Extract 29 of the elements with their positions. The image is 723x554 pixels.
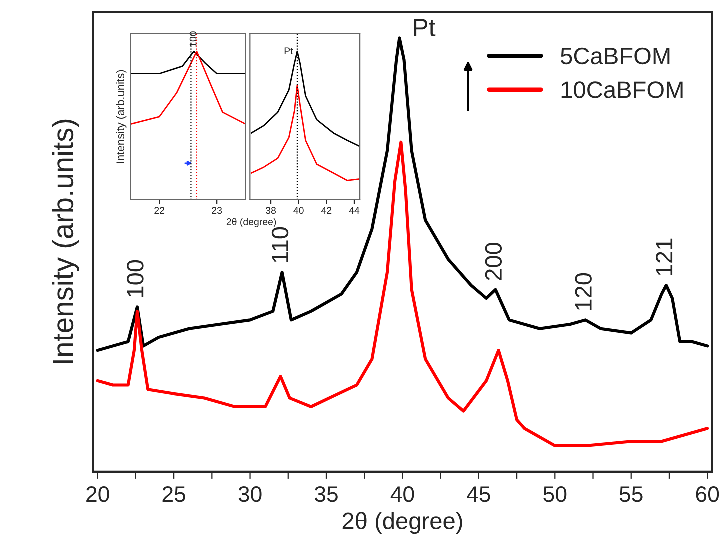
annotation: Pt: [284, 48, 294, 55]
annotation: 121: [656, 238, 673, 276]
x-tick-label: 30: [238, 486, 262, 502]
x-tick-label: 55: [620, 486, 643, 502]
x-tick-label: 44: [349, 207, 360, 214]
y-axis-title: Intensity (arb.units): [52, 120, 80, 364]
y-axis-title: Intensity (arb.units): [116, 70, 127, 164]
x-tick-label: 38: [266, 207, 276, 214]
annotation: 100: [127, 260, 144, 298]
x-tick-label: 23: [212, 207, 222, 214]
x-tick-label: 40: [294, 207, 304, 214]
annotation: Pt: [414, 19, 436, 37]
annotation: 200: [485, 243, 502, 280]
x-tick-label: 22: [154, 207, 165, 214]
x-tick-label: 25: [162, 486, 186, 502]
x-tick-label: 40: [390, 486, 414, 502]
annotation: 100: [190, 32, 197, 47]
legend-label: 10CaBFOM: [562, 82, 683, 98]
x-tick-label: 20: [86, 486, 110, 502]
x-axis-title: 2θ (degree): [226, 218, 276, 228]
x-tick-label: 60: [696, 486, 720, 502]
legend-label: 5CaBFOM: [561, 48, 670, 65]
x-tick-label: 50: [544, 486, 567, 502]
x-tick-label: 35: [314, 486, 338, 502]
x-tick-label: 42: [321, 207, 332, 214]
x-tick-label: 45: [467, 486, 490, 502]
annotation: 110: [272, 227, 289, 262]
x-axis-title: 2θ (degree): [342, 512, 462, 534]
annotation: 120: [575, 273, 592, 310]
